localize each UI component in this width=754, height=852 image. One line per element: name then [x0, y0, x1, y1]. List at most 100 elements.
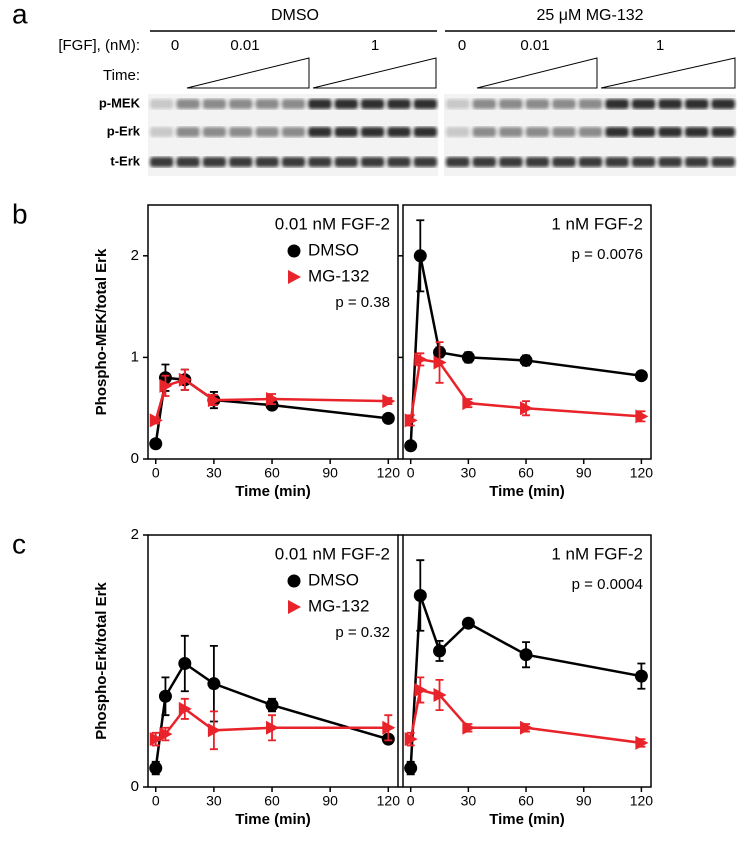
x-axis-label: Time (min): [489, 483, 565, 500]
blot-band: [255, 127, 279, 137]
y-tick-label: 2: [131, 247, 139, 264]
blot-band: [525, 99, 550, 109]
marker: [519, 353, 533, 367]
panel-label: b: [12, 198, 28, 229]
annotation: p = 0.32: [335, 624, 390, 641]
blot-band: [229, 157, 253, 167]
marker: [178, 701, 192, 716]
x-tick-label: 30: [461, 465, 477, 481]
plot-frame: [147, 534, 399, 788]
marker: [178, 657, 192, 671]
time-label: Time:: [103, 67, 140, 84]
blot-band: [631, 99, 656, 109]
blot-band: [472, 157, 497, 167]
dose-label: 1: [371, 37, 379, 54]
row-label: p-Erk: [107, 123, 141, 138]
blot-band: [525, 157, 550, 167]
marker: [414, 352, 428, 367]
marker: [265, 698, 279, 712]
marker: [382, 394, 396, 409]
blot-band: [578, 127, 603, 137]
blot-band: [281, 157, 306, 167]
blot-band: [658, 99, 682, 109]
blot-band: [150, 127, 174, 137]
x-tick-label: 0: [407, 793, 415, 809]
marker: [634, 669, 648, 683]
dose-label: 0.01: [230, 37, 259, 54]
blot-band: [202, 127, 227, 137]
x-tick-label: 90: [322, 793, 338, 809]
dose-label: 0: [458, 37, 466, 54]
y-tick-label: 0: [131, 778, 139, 795]
blot-band: [281, 127, 306, 137]
marker: [404, 439, 418, 453]
x-tick-label: 0: [152, 793, 160, 809]
x-tick-label: 0: [152, 465, 160, 481]
blot-band: [387, 99, 411, 109]
blot-band: [334, 157, 358, 167]
marker: [413, 588, 427, 602]
x-tick-label: 120: [377, 793, 401, 809]
blot-band: [308, 157, 332, 167]
blot-band: [255, 99, 279, 109]
blot-band: [176, 157, 200, 167]
marker: [413, 249, 427, 263]
x-tick-label: 120: [630, 465, 654, 481]
series-line: [409, 688, 642, 745]
y-tick-label: 0: [131, 450, 139, 467]
blot-band: [552, 157, 576, 167]
blot-band: [658, 127, 682, 137]
series-line: [409, 255, 642, 446]
panel-label: c: [12, 528, 26, 559]
group-label: 25 μM MG-132: [536, 7, 643, 24]
dose-label: 0: [171, 37, 179, 54]
blot-band: [413, 99, 437, 109]
legend-label: DMSO: [308, 570, 359, 589]
marker: [520, 720, 534, 735]
marker: [207, 723, 221, 738]
blot-band: [552, 99, 576, 109]
blot-band: [413, 157, 437, 167]
triangle: [600, 57, 736, 89]
marker: [158, 689, 172, 703]
blot-band: [150, 157, 174, 167]
plot-frame: [402, 204, 652, 460]
y-axis-label: Phospho-MEK/total Erk: [93, 248, 110, 415]
blot-band: [658, 157, 682, 167]
x-tick-label: 0: [407, 465, 415, 481]
x-tick-label: 120: [630, 793, 654, 809]
blot-band: [446, 99, 470, 109]
y-tick-label: 1: [131, 348, 139, 365]
series-line: [409, 358, 642, 421]
marker: [404, 761, 418, 775]
x-axis-label: Time (min): [235, 483, 311, 500]
dose-label: 0.01: [520, 37, 549, 54]
marker: [159, 378, 173, 393]
y-tick-label: 2: [131, 526, 139, 543]
x-axis-label: Time (min): [489, 811, 565, 828]
blot-band: [229, 127, 253, 137]
triangle: [476, 57, 598, 89]
blot-band: [176, 99, 200, 109]
legend-label: MG-132: [308, 596, 369, 615]
marker: [266, 392, 280, 407]
marker: [404, 732, 418, 747]
marker: [433, 355, 447, 370]
blot-band: [684, 157, 709, 167]
x-tick-label: 60: [518, 465, 534, 481]
plot-frame: [402, 534, 652, 788]
x-tick-label: 60: [264, 465, 280, 481]
x-tick-label: 30: [461, 793, 477, 809]
blot-band: [499, 127, 523, 137]
legend-marker: [288, 270, 301, 284]
blot-band: [176, 127, 200, 137]
blot-band: [711, 157, 735, 167]
marker: [461, 616, 475, 630]
panel-label: a: [12, 0, 28, 29]
blot-band: [711, 127, 735, 137]
x-tick-label: 60: [264, 793, 280, 809]
blot-band: [472, 99, 497, 109]
marker: [635, 735, 649, 750]
marker: [634, 369, 648, 383]
